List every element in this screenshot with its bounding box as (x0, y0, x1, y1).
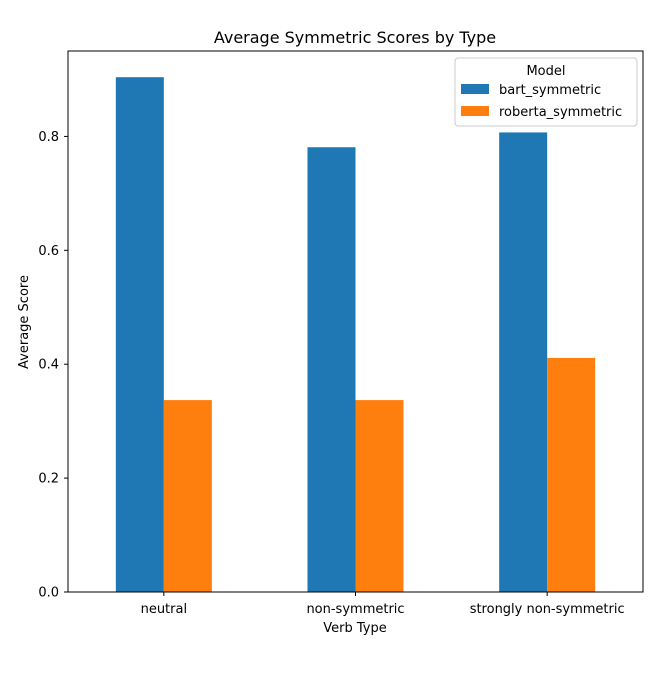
y-axis-label: Average Score (17, 275, 32, 369)
bar-bart-symmetric-non-symmetric (307, 147, 356, 592)
y-tick-label: 0.8 (38, 130, 59, 145)
y-axis-ticks: 0.0 0.2 0.4 0.6 0.8 (38, 130, 68, 601)
y-tick-label: 0.4 (38, 358, 59, 373)
bar-roberta-symmetric-non-symmetric (355, 400, 404, 592)
x-tick-label: neutral (141, 602, 188, 617)
legend-label-bart: bart_symmetric (499, 83, 601, 98)
legend: Model bart_symmetric roberta_symmetric (454, 57, 638, 127)
y-tick-label: 0.0 (38, 586, 59, 601)
legend-swatch-bart (461, 84, 489, 94)
bar-bart-symmetric-strongly-non-symmetric (499, 132, 548, 592)
legend-swatch-roberta (461, 106, 489, 116)
y-tick-label: 0.6 (38, 244, 59, 259)
legend-box (454, 57, 638, 127)
y-tick-label: 0.2 (38, 472, 59, 487)
legend-title: Model (526, 64, 565, 79)
bar-bart-symmetric-neutral (115, 77, 164, 592)
plot-frame (67, 50, 644, 593)
legend-label-roberta: roberta_symmetric (499, 105, 622, 120)
bars-group (115, 77, 596, 592)
x-tick-label: non-symmetric (306, 602, 404, 617)
x-axis-label: Verb Type (323, 621, 386, 636)
x-tick-label: strongly non-symmetric (470, 602, 625, 617)
x-axis-ticks: neutral non-symmetric strongly non-symmetr… (141, 592, 625, 617)
bar-roberta-symmetric-neutral (163, 400, 212, 592)
chart-title: Average Symmetric Scores by Type (214, 28, 496, 47)
bar-roberta-symmetric-strongly-non-symmetric (547, 357, 596, 592)
